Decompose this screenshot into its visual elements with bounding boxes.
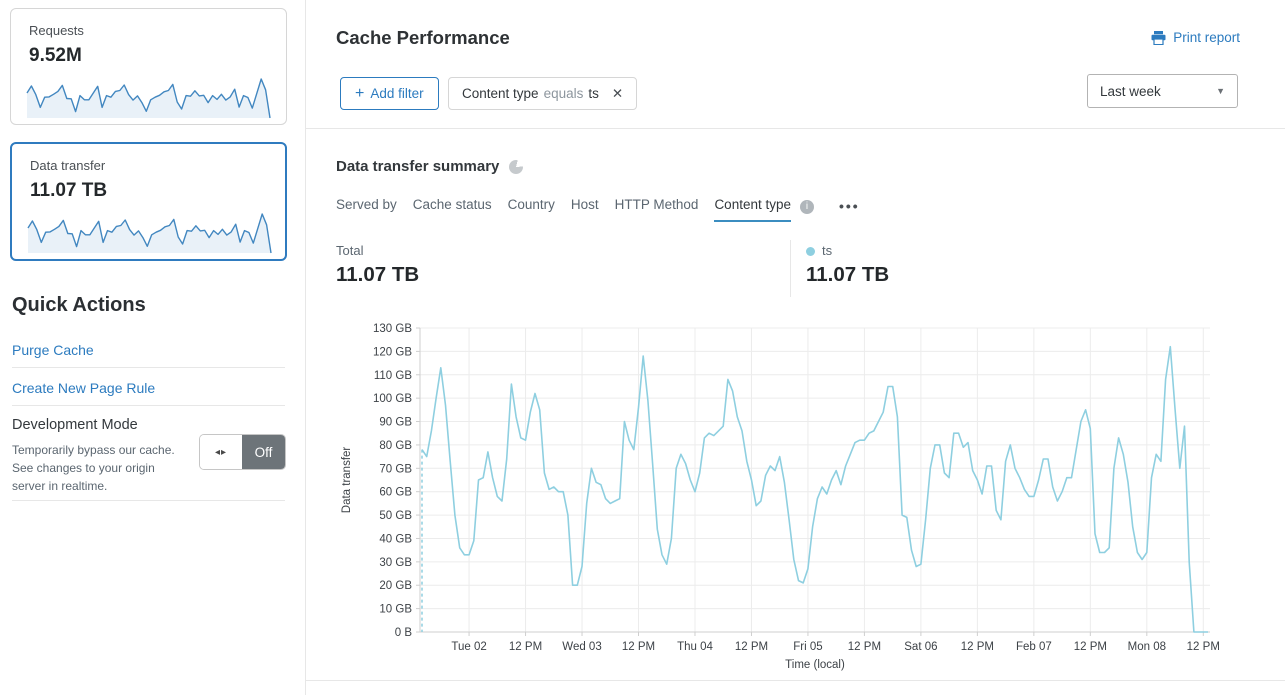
- tab-content-type[interactable]: Content type: [714, 197, 791, 222]
- svg-text:12 PM: 12 PM: [961, 641, 994, 653]
- requests-sparkline: [26, 78, 271, 119]
- printer-icon: [1151, 30, 1166, 45]
- bottom-divider: [306, 680, 1285, 681]
- data-transfer-card-value: 11.07 TB: [30, 180, 108, 201]
- sidebar-rule-3: [12, 500, 285, 501]
- svg-text:40 GB: 40 GB: [379, 533, 412, 545]
- svg-text:Thu 04: Thu 04: [677, 641, 713, 653]
- tab-served-by[interactable]: Served by: [336, 197, 397, 212]
- print-report-label: Print report: [1173, 30, 1240, 45]
- totals-divider: [790, 240, 791, 297]
- svg-text:130 GB: 130 GB: [373, 323, 412, 335]
- requests-metric-card[interactable]: Requests 9.52M: [10, 8, 287, 125]
- tabs-list: Served by Cache status Country Host HTTP Met…: [336, 197, 791, 222]
- svg-text:Tue 02: Tue 02: [451, 641, 486, 653]
- svg-text:Mon 08: Mon 08: [1128, 641, 1166, 653]
- legend-series-value: 11.07 TB: [806, 263, 890, 286]
- data-transfer-card-label: Data transfer: [30, 158, 106, 173]
- header-divider: [306, 128, 1285, 129]
- svg-text:110 GB: 110 GB: [374, 370, 412, 382]
- svg-text:10 GB: 10 GB: [379, 604, 412, 616]
- sidebar-divider: [305, 0, 306, 695]
- svg-text:12 PM: 12 PM: [735, 641, 768, 653]
- svg-text:Data transfer: Data transfer: [341, 447, 353, 514]
- info-icon[interactable]: i: [800, 199, 814, 214]
- development-mode-description: Temporarily bypass our cache. See change…: [12, 443, 175, 493]
- svg-text:60 GB: 60 GB: [379, 487, 412, 499]
- content-type-filter-chip: Content type equals ts ✕: [448, 77, 638, 110]
- requests-card-label: Requests: [29, 23, 84, 38]
- toggle-off-label: Off: [242, 435, 285, 469]
- legend-series-name: ts: [822, 243, 833, 258]
- requests-card-value: 9.52M: [29, 45, 82, 66]
- toggle-arrows-icon: ◂▸: [200, 435, 242, 469]
- svg-text:Fri 05: Fri 05: [793, 641, 822, 653]
- data-transfer-chart: 0 B 10 GB 20 GB 30 GB 40 GB 50 GB 60 GB 70 GB 80…: [341, 323, 1220, 671]
- svg-text:12 PM: 12 PM: [509, 641, 542, 653]
- add-filter-button[interactable]: + Add filter: [340, 77, 439, 110]
- page-title: Cache Performance: [336, 27, 510, 48]
- print-report-button[interactable]: Print report: [1151, 30, 1240, 45]
- tab-http-method[interactable]: HTTP Method: [614, 197, 699, 212]
- svg-text:Feb 07: Feb 07: [1016, 641, 1052, 653]
- data-transfer-sparkline: [27, 213, 272, 254]
- total-label: Total: [336, 243, 364, 258]
- chip-close-icon[interactable]: ✕: [611, 85, 624, 101]
- data-transfer-metric-card[interactable]: Data transfer 11.07 TB: [10, 142, 287, 261]
- development-mode-title: Development Mode: [12, 417, 138, 433]
- chip-value: ts: [588, 86, 599, 101]
- chip-field: Content type: [462, 86, 539, 101]
- plus-icon: +: [355, 84, 365, 102]
- svg-text:80 GB: 80 GB: [379, 440, 412, 452]
- svg-text:Sat 06: Sat 06: [904, 641, 937, 653]
- purge-cache-link[interactable]: Purge Cache: [12, 342, 94, 358]
- svg-text:90 GB: 90 GB: [379, 417, 412, 429]
- svg-text:120 GB: 120 GB: [373, 346, 412, 358]
- summary-title: Data transfer summary: [336, 158, 500, 175]
- svg-text:Wed 03: Wed 03: [562, 641, 601, 653]
- time-range-select[interactable]: Last week ▼: [1087, 74, 1238, 108]
- svg-text:12 PM: 12 PM: [622, 641, 655, 653]
- legend-dot: [806, 247, 815, 256]
- chip-operator: equals: [543, 86, 584, 101]
- svg-text:30 GB: 30 GB: [379, 557, 412, 569]
- tab-cache-status[interactable]: Cache status: [412, 197, 492, 212]
- development-mode-toggle[interactable]: ◂▸ Off: [199, 434, 286, 470]
- svg-text:Time (local): Time (local): [785, 659, 845, 671]
- svg-text:12 PM: 12 PM: [1074, 641, 1107, 653]
- chevron-down-icon: ▼: [1216, 86, 1225, 96]
- summary-title-row: Data transfer summary: [336, 158, 524, 175]
- time-range-value: Last week: [1100, 83, 1161, 99]
- pie-chart-icon: [509, 159, 524, 174]
- svg-text:100 GB: 100 GB: [373, 393, 412, 405]
- create-page-rule-link[interactable]: Create New Page Rule: [12, 380, 156, 396]
- sidebar-rule-1: [12, 367, 285, 368]
- add-filter-label: Add filter: [370, 86, 424, 101]
- svg-text:20 GB: 20 GB: [379, 580, 412, 592]
- tab-country[interactable]: Country: [507, 197, 555, 212]
- tab-host[interactable]: Host: [570, 197, 599, 212]
- svg-text:70 GB: 70 GB: [379, 463, 412, 475]
- quick-actions-title: Quick Actions: [12, 294, 146, 316]
- svg-text:12 PM: 12 PM: [1187, 641, 1220, 653]
- dimension-tabs: Served by Cache status Country Host HTTP Met…: [336, 197, 860, 222]
- svg-text:0 B: 0 B: [395, 627, 413, 639]
- svg-text:50 GB: 50 GB: [379, 510, 412, 522]
- total-value: 11.07 TB: [336, 263, 420, 286]
- svg-text:12 PM: 12 PM: [848, 641, 881, 653]
- sidebar-rule-2: [12, 405, 285, 406]
- more-options-icon[interactable]: •••: [839, 197, 860, 214]
